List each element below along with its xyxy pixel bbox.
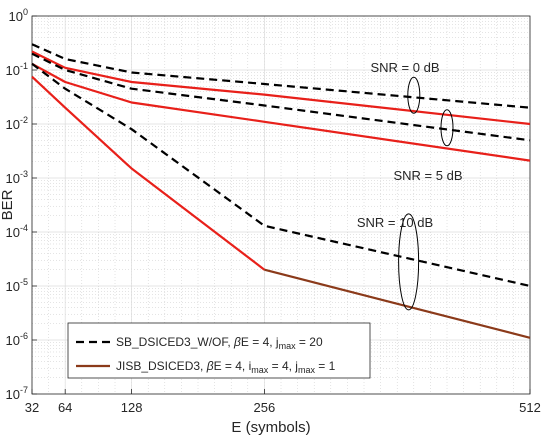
y-tick-label: 10-2	[6, 115, 28, 132]
x-tick-label: 32	[25, 400, 39, 415]
snr0-ellipse	[407, 76, 421, 114]
x-tick-label: 128	[121, 400, 143, 415]
snr0-solid-line	[31, 50, 531, 126]
snr5-label: SNR = 5 dB	[393, 168, 462, 183]
snr10-solid-line	[31, 75, 266, 271]
snr0-label: SNR = 0 dB	[370, 60, 439, 75]
series-group	[31, 43, 531, 339]
snr10-ellipse	[398, 213, 420, 311]
y-tick-label: 10-1	[6, 61, 28, 78]
y-axis-label: BER	[0, 189, 16, 220]
snr0-dashed-line	[31, 43, 531, 109]
legend-entry-1: SB_DSICED3_W/OF, βE = 4, jmax = 20	[116, 335, 323, 351]
x-tick-label: 256	[254, 400, 276, 415]
y-tick-label: 100	[9, 7, 28, 24]
annotations: SNR = 0 dB SNR = 5 dB SNR = 10 dB	[357, 60, 463, 311]
snr10-dashed-line	[31, 62, 531, 288]
y-tick-label: 10-6	[6, 331, 28, 348]
y-tick-label: 10-5	[6, 277, 28, 294]
plot-frame	[31, 15, 531, 395]
x-tick-label: 512	[519, 400, 541, 415]
x-axis-label: E (symbols)	[231, 419, 310, 436]
legend: SB_DSICED3_W/OF, βE = 4, jmax = 20 JISB_D…	[67, 322, 371, 379]
snr10-jisb-line	[264, 268, 531, 339]
snr5-solid-line	[31, 62, 531, 162]
x-tick-label: 64	[58, 400, 72, 415]
y-tick-label: 10-3	[6, 169, 28, 186]
snr10-label: SNR = 10 dB	[357, 215, 433, 230]
snr5-ellipse	[440, 109, 454, 147]
y-tick-label: 10-4	[6, 223, 28, 240]
snr5-dashed-line	[31, 52, 531, 142]
grid	[31, 15, 531, 395]
legend-entry-2: JISB_DSICED3, βE = 4, imax = 4, jmax = 1	[116, 359, 336, 375]
legend-box	[67, 322, 371, 379]
